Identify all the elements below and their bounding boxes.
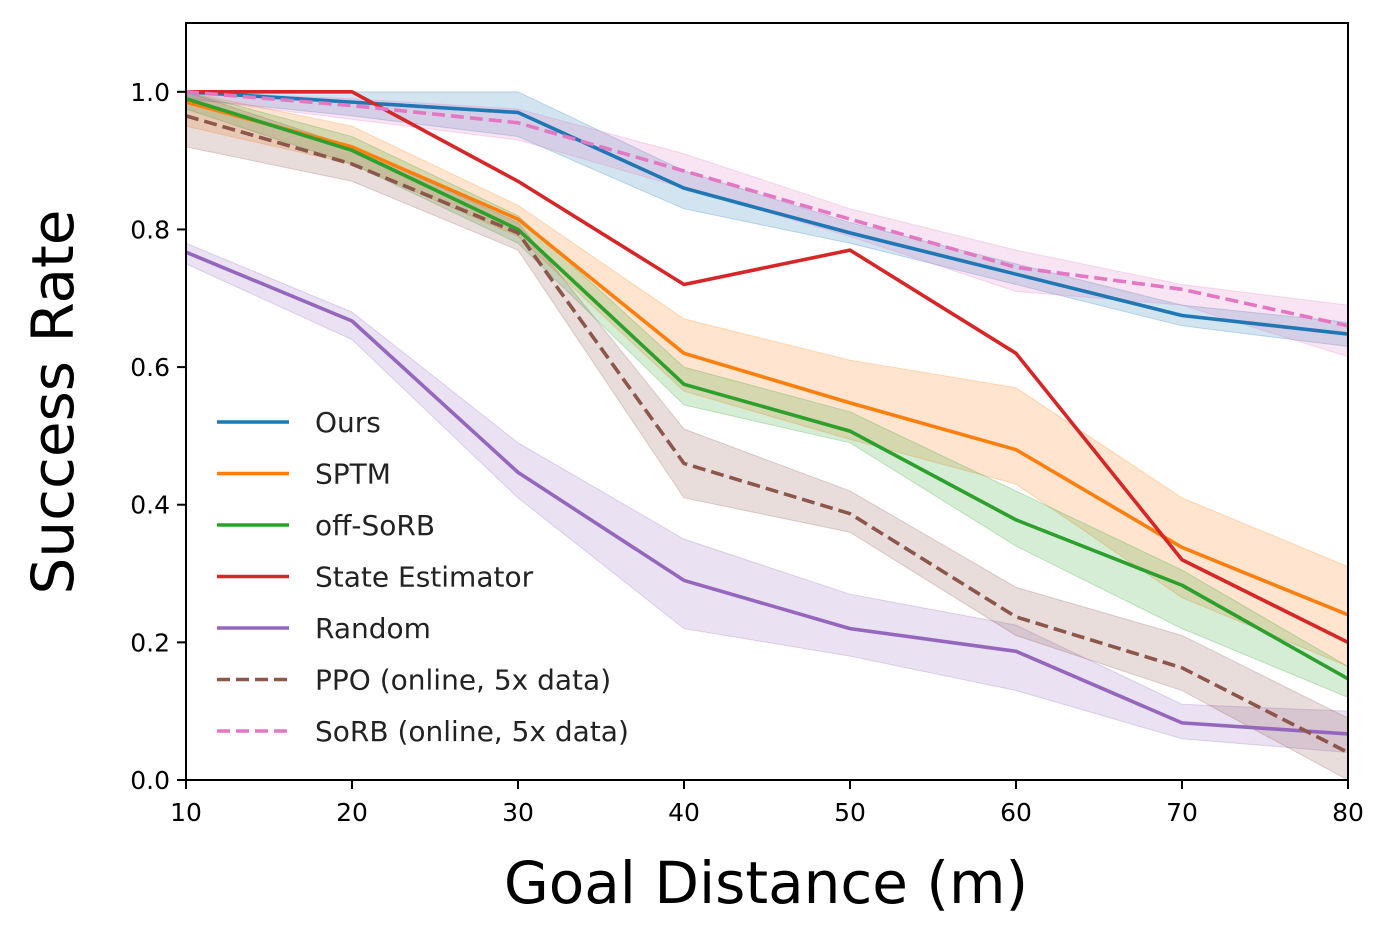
- x-tick-label: 70: [1166, 798, 1198, 827]
- legend-item-sorb-online-5x-data: SoRB (online, 5x data): [217, 715, 629, 748]
- x-tick-label: 60: [1000, 798, 1032, 827]
- line-sorb-online-5x-data: [186, 90, 1348, 328]
- legend-label: Random: [315, 612, 431, 645]
- band-ppo-online-5x-data: [186, 91, 1348, 780]
- legend-label: SPTM: [315, 458, 391, 491]
- x-tick-label: 40: [668, 798, 700, 827]
- y-tick-label: 0.4: [130, 491, 170, 520]
- legend-item-ours: Ours: [217, 406, 381, 439]
- legend-item-ppo-online-5x-data: PPO (online, 5x data): [217, 664, 611, 697]
- line-ours: [186, 90, 1348, 336]
- y-tick-label: 0.8: [130, 215, 170, 244]
- legend-item-state-estimator: State Estimator: [217, 561, 534, 594]
- plot-frame: [185, 22, 1349, 781]
- legend-item-off-sorb: off-SoRB: [217, 509, 435, 542]
- legend-label: Ours: [315, 406, 381, 439]
- x-tick-label: 50: [834, 798, 866, 827]
- legend-item-sptm: SPTM: [217, 458, 391, 491]
- y-axis-label: Success Rate: [19, 210, 87, 595]
- x-axis-label: Goal Distance (m): [504, 849, 1028, 917]
- band-random: [186, 242, 1348, 753]
- x-tick-label: 20: [336, 798, 368, 827]
- y-tick-label: 0.6: [130, 353, 170, 382]
- line-sptm: [186, 100, 1348, 617]
- x-tick-label: 30: [502, 798, 534, 827]
- y-axis: 0.0 0.2 0.4 0.6 0.8 1.0: [130, 78, 186, 795]
- line-random: [186, 250, 1348, 736]
- y-tick-label: 1.0: [130, 78, 170, 107]
- legend-label: off-SoRB: [315, 509, 435, 542]
- x-axis: 10 20 30 40 50 60 70 80: [170, 780, 1364, 827]
- x-tick-label: 80: [1332, 798, 1364, 827]
- series-lines: [186, 90, 1348, 755]
- legend-label: SoRB (online, 5x data): [315, 715, 629, 748]
- line-ppo-online-5x-data: [186, 114, 1348, 755]
- band-sorb-online-5x-data: [186, 91, 1348, 358]
- y-tick-label: 0.0: [130, 766, 170, 795]
- legend-item-random: Random: [217, 612, 431, 645]
- band-off-sorb: [186, 91, 1348, 698]
- line-off-sorb: [186, 96, 1348, 681]
- x-tick-label: 10: [170, 798, 202, 827]
- y-tick-label: 0.2: [130, 628, 170, 657]
- legend: Ours SPTM off-SoRB State Estimator Random PPO…: [217, 406, 629, 748]
- legend-label: State Estimator: [315, 561, 534, 594]
- legend-label: PPO (online, 5x data): [315, 664, 611, 697]
